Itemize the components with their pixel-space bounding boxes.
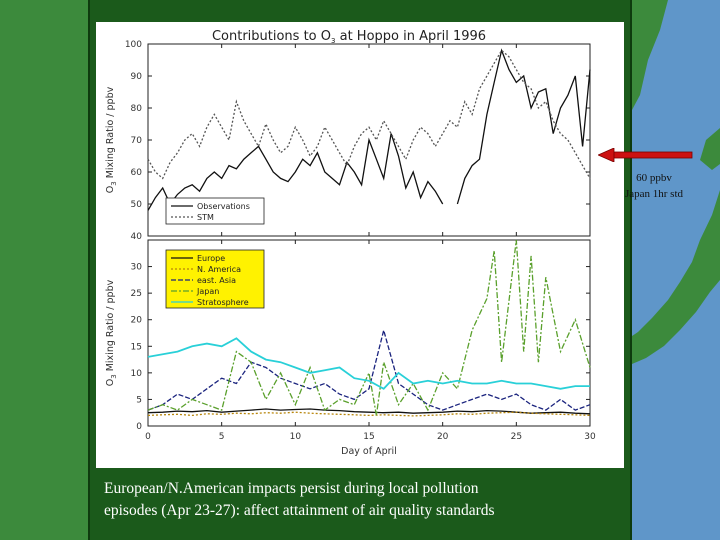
x-tick-label: 10	[290, 432, 302, 442]
y-tick-label: 15	[131, 342, 142, 352]
y-tick-label: 90	[131, 72, 143, 82]
y-axis-label-1: O3 Mixing Ratio / ppbv	[105, 86, 118, 193]
y-tick-label: 10	[131, 369, 143, 379]
x-tick-label: 30	[584, 432, 596, 442]
y-tick-label: 80	[131, 104, 143, 114]
slide-caption: European/N.American impacts persist duri…	[104, 478, 624, 522]
x-tick-label: 25	[511, 432, 522, 442]
legend-box-2	[165, 249, 265, 309]
figure-frame: 40 50 60 70 80 90 100 Observations STM O3 Mixing …	[96, 22, 624, 468]
x-tick-label: 15	[363, 432, 374, 442]
japan-island-land	[700, 128, 720, 170]
y-axis-label-2-part: Mixing Ratio / ppbv	[105, 279, 116, 374]
y-tick-label: 20	[131, 316, 143, 326]
series-line-stratosphere	[147, 337, 590, 390]
legend-label: N. America	[197, 265, 241, 274]
annotation-value: 60 ppbv	[636, 172, 672, 184]
arrow-shaft	[611, 151, 693, 159]
chart-title-part: Contributions to O	[212, 29, 331, 44]
y-tick-label: 100	[125, 40, 142, 50]
series-line-stm	[147, 49, 591, 180]
y-tick-label: 5	[136, 395, 142, 405]
y-tick-label: 30	[131, 263, 143, 273]
legend-label: Stratosphere	[197, 298, 249, 307]
series-line-n-america	[147, 411, 591, 417]
y-axis-label-2-part: O	[105, 379, 116, 386]
chart-title: Contributions to O3 at Hoppo in April 19…	[212, 29, 486, 45]
standard-annotation: 60 ppbv Japan 1hr std	[606, 170, 702, 202]
legend-label: Observations	[197, 202, 250, 211]
japan-land	[632, 190, 720, 364]
legend-label: STM	[197, 213, 214, 222]
asia-mainland-land	[0, 0, 92, 540]
y-tick-label: 70	[131, 136, 143, 146]
x-tick-label: 20	[437, 432, 449, 442]
x-tick-label: 5	[219, 432, 225, 442]
y-tick-label: 40	[131, 232, 143, 242]
arrow-head	[598, 148, 615, 162]
caption-line-2: episodes (Apr 23-27): affect attainment …	[104, 502, 495, 519]
y-axis-label-2-part: 3	[110, 374, 118, 378]
y-tick-label: 60	[131, 168, 143, 178]
y-axis-label-1-part: 3	[110, 181, 118, 185]
x-axis-label: Day of April	[341, 446, 397, 457]
annotation-label: Japan 1hr std	[624, 188, 684, 200]
pacific-island-land	[632, 0, 668, 110]
chart-title-part: at Hoppo in April 1996	[335, 29, 486, 44]
y-tick-label: 0	[136, 422, 142, 432]
x-tick-label: 0	[145, 432, 151, 442]
y-axis-label-2: O3 Mixing Ratio / ppbv	[105, 279, 118, 386]
series-line-japan	[147, 239, 591, 416]
legend-label: east. Asia	[197, 276, 236, 285]
legend-label: Japan	[196, 287, 219, 296]
y-axis-label-1-part: O	[105, 186, 116, 193]
chart-title-part: 3	[331, 37, 335, 45]
y-tick-label: 50	[131, 200, 143, 210]
y-tick-label: 25	[131, 289, 142, 299]
series-line-observations	[147, 48, 591, 211]
red-arrow	[598, 148, 693, 162]
y-axis-label-1-part: Mixing Ratio / ppbv	[105, 86, 116, 181]
series-line-east-asia	[147, 327, 591, 411]
legend-label: Europe	[197, 254, 225, 263]
caption-line-1: European/N.American impacts persist duri…	[104, 480, 479, 497]
legend-box-1	[165, 197, 265, 225]
